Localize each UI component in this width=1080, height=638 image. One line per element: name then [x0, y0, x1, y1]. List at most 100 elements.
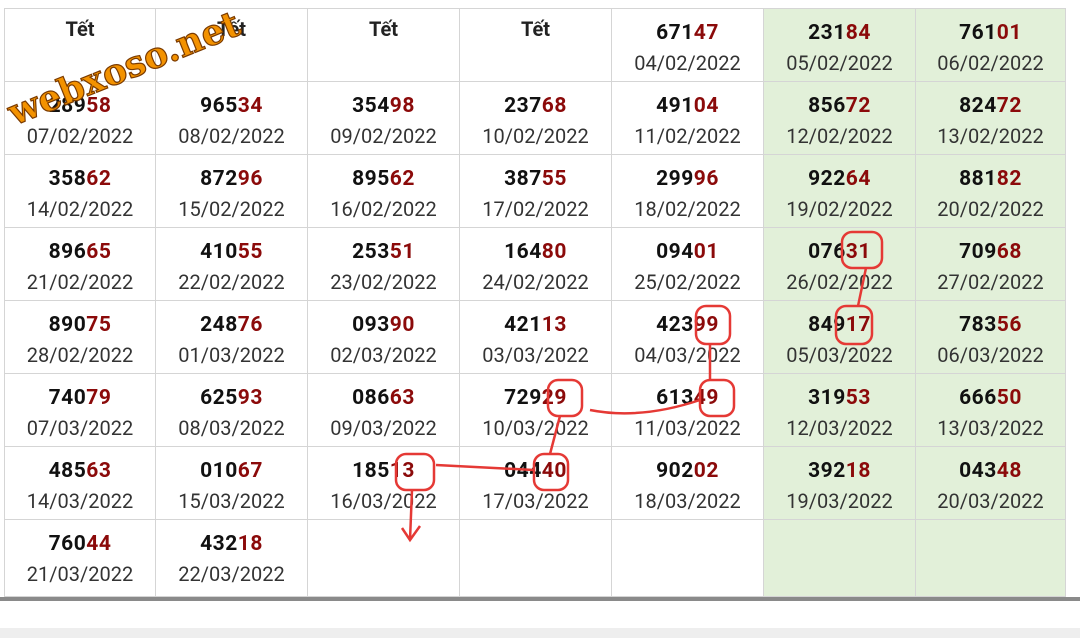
draw-date: 19/02/2022 — [786, 197, 893, 221]
table-cell: 48563 14/03/2022 — [4, 447, 156, 520]
number-tail: 34 — [237, 94, 263, 118]
number-head: 729 — [504, 386, 542, 410]
draw-date: 17/02/2022 — [482, 197, 589, 221]
draw-date: 05/02/2022 — [786, 51, 893, 75]
table-cell: 76044 21/03/2022 — [4, 520, 156, 597]
result-number: 89665 — [5, 240, 155, 264]
draw-date: 07/02/2022 — [26, 124, 134, 148]
number-tail: 62 — [389, 167, 415, 191]
draw-date: 08/02/2022 — [178, 124, 285, 148]
number-tail: 80 — [541, 240, 567, 264]
number-head: 248 — [200, 313, 238, 337]
draw-date: 05/03/2022 — [786, 343, 893, 367]
number-head: 872 — [200, 167, 238, 191]
table-cell: 41055 22/02/2022 — [156, 228, 308, 301]
table-cell: 35862 14/02/2022 — [4, 155, 156, 228]
number-tail: 40 — [541, 459, 567, 483]
result-number: 04440 — [460, 459, 611, 483]
result-number: 31953 — [764, 386, 915, 410]
table-cell: 90202 18/03/2022 — [612, 447, 764, 520]
number-head: 881 — [959, 167, 997, 191]
result-number: 16480 — [460, 240, 611, 264]
table-cell: 25351 23/02/2022 — [308, 228, 460, 301]
table-cell: 49104 11/02/2022 — [612, 82, 764, 155]
number-head: 164 — [504, 240, 542, 264]
number-head: 856 — [808, 94, 846, 118]
number-head: 358 — [48, 167, 87, 191]
result-number: 88182 — [916, 167, 1065, 191]
draw-date: 20/03/2022 — [937, 489, 1044, 513]
number-head: 354 — [352, 94, 390, 118]
number-tail: 17 — [845, 313, 871, 337]
table-cell: 87296 15/02/2022 — [156, 155, 308, 228]
number-tail: 62 — [86, 167, 112, 191]
holiday-label: Tết — [65, 17, 95, 41]
draw-date: 10/02/2022 — [482, 124, 589, 148]
result-number: 01067 — [156, 459, 307, 483]
number-tail: 48 — [996, 459, 1022, 483]
number-head: 491 — [656, 94, 694, 118]
table-cell: 72929 10/03/2022 — [460, 374, 612, 447]
table-cell — [460, 520, 612, 597]
table-cell: 28958 07/02/2022 — [4, 82, 156, 155]
number-head: 824 — [959, 94, 997, 118]
number-tail: 75 — [86, 313, 112, 337]
table-cell: 96534 08/02/2022 — [156, 82, 308, 155]
number-head: 613 — [656, 386, 694, 410]
result-number: 07631 — [764, 240, 915, 264]
table-cell: 92264 19/02/2022 — [764, 155, 916, 228]
draw-date: 22/02/2022 — [178, 270, 285, 294]
number-head: 185 — [352, 459, 390, 483]
number-head: 421 — [504, 313, 542, 337]
result-number: 35498 — [308, 94, 459, 118]
result-number: 28958 — [5, 94, 155, 118]
result-number: 76044 — [5, 532, 155, 556]
number-head: 849 — [808, 313, 846, 337]
draw-date: 16/02/2022 — [330, 197, 437, 221]
number-tail: 65 — [86, 240, 112, 264]
table-cell: 01067 15/03/2022 — [156, 447, 308, 520]
table-cell: 42113 03/03/2022 — [460, 301, 612, 374]
draw-date: 01/03/2022 — [178, 343, 285, 367]
draw-date: 13/03/2022 — [937, 416, 1044, 440]
number-tail: 99 — [693, 313, 719, 337]
draw-date: 02/03/2022 — [330, 343, 437, 367]
draw-date: 03/03/2022 — [482, 343, 589, 367]
table-cell: 29996 18/02/2022 — [612, 155, 764, 228]
number-head: 043 — [959, 459, 997, 483]
number-head: 761 — [959, 21, 997, 45]
draw-date: 26/02/2022 — [786, 270, 893, 294]
table-cell: 89665 21/02/2022 — [4, 228, 156, 301]
draw-date: 19/03/2022 — [786, 489, 893, 513]
table-cell: Tết — [156, 9, 308, 82]
result-number: 18513 — [308, 459, 459, 483]
number-head: 895 — [352, 167, 390, 191]
number-head: 625 — [200, 386, 238, 410]
number-tail: 79 — [86, 386, 112, 410]
number-head: 666 — [959, 386, 997, 410]
number-head: 965 — [200, 94, 238, 118]
result-number: 25351 — [308, 240, 459, 264]
draw-date: 15/02/2022 — [178, 197, 285, 221]
result-number: 43218 — [156, 532, 307, 556]
table-cell: 07631 26/02/2022 — [764, 228, 916, 301]
table-cell: 16480 24/02/2022 — [460, 228, 612, 301]
draw-date: 11/03/2022 — [634, 416, 741, 440]
table-cell: 38755 17/02/2022 — [460, 155, 612, 228]
number-tail: 44 — [86, 532, 112, 556]
number-tail: 55 — [541, 167, 567, 191]
number-tail: 18 — [845, 459, 871, 483]
table-cell: 88182 20/02/2022 — [916, 155, 1066, 228]
result-number: 74079 — [5, 386, 155, 410]
draw-date: 21/02/2022 — [26, 270, 134, 294]
result-number: 48563 — [5, 459, 155, 483]
result-number: 61349 — [612, 386, 763, 410]
number-head: 010 — [200, 459, 238, 483]
number-tail: 72 — [996, 94, 1022, 118]
draw-date: 07/03/2022 — [26, 416, 134, 440]
draw-date: 04/03/2022 — [634, 343, 741, 367]
number-head: 086 — [352, 386, 390, 410]
number-tail: 96 — [693, 167, 719, 191]
table-cell: 89562 16/02/2022 — [308, 155, 460, 228]
